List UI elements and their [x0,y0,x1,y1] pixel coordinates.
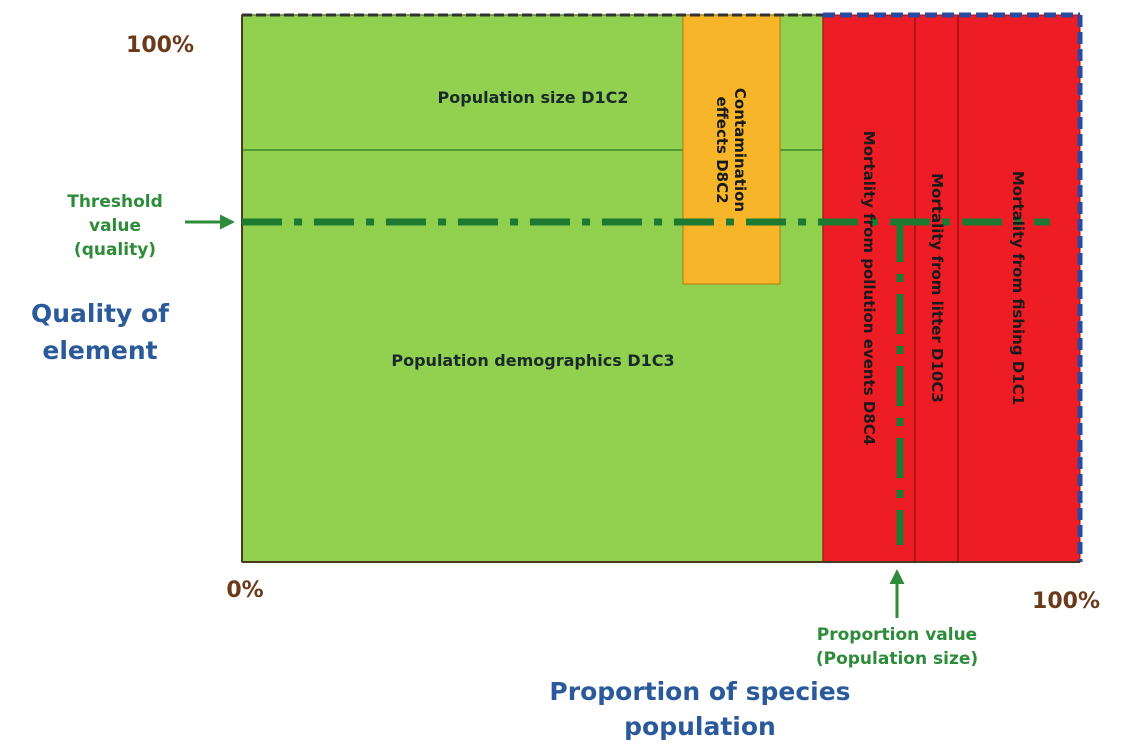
x-title: Proportion of species [549,677,850,706]
region-label: Population demographics D1C3 [391,351,674,370]
y-title: element [42,336,157,365]
y-top-label: 100% [126,33,194,58]
region-label: Mortality from pollution events D8C4 [860,131,878,445]
region-label: Population size D1C2 [438,88,629,107]
red-region [822,14,1081,563]
annotation: (quality) [74,240,156,260]
x-title: population [624,712,776,741]
region-label: Mortality from litter D10C3 [928,173,946,403]
x-right-label: 100% [1032,589,1100,614]
annotation: Threshold [67,192,163,212]
region-label: Mortality from fishing D1C1 [1009,171,1027,405]
region-label: Contamination [731,88,749,212]
annotation: (Population size) [816,649,978,669]
y-title: Quality of [31,299,170,328]
yellow-region [682,14,781,285]
annotation: value [89,216,141,236]
annotation: Proportion value [817,625,977,645]
region-label: effects D8C2 [713,96,731,203]
origin-label: 0% [226,578,263,603]
